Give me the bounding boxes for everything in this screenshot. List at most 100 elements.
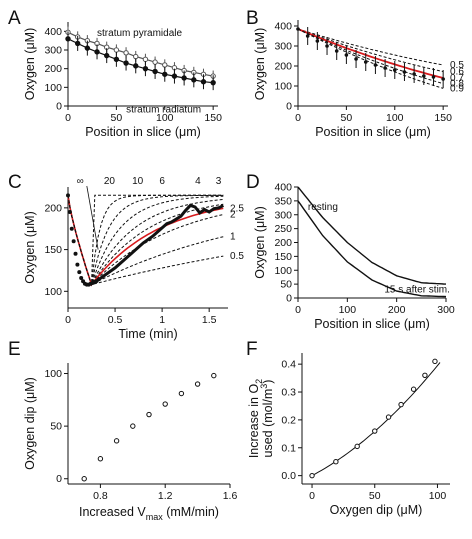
panel-label: A bbox=[8, 8, 21, 29]
x-tick-label: 1.2 bbox=[158, 490, 173, 502]
y-tick-label: 50 bbox=[280, 279, 292, 291]
x-tick-label: 0 bbox=[65, 314, 71, 326]
x-tick-label: 50 bbox=[369, 490, 381, 502]
curve-label: 10 bbox=[132, 176, 144, 187]
curve-label: 0.8 bbox=[450, 79, 464, 90]
data-point bbox=[402, 70, 407, 74]
y-axis-title-line1: Increase in O2 bbox=[247, 379, 264, 458]
model-curve bbox=[67, 195, 224, 286]
fit-curve bbox=[311, 362, 441, 477]
series-label: stratum pyramidale bbox=[97, 28, 182, 39]
x-tick-label: 0 bbox=[309, 490, 315, 502]
y-tick-label: 400 bbox=[274, 21, 292, 33]
x-axis-title: Time (min) bbox=[118, 327, 177, 341]
y-tick-label: 0.0 bbox=[281, 470, 296, 482]
data-point bbox=[66, 193, 70, 198]
data-point bbox=[142, 65, 149, 72]
data-point bbox=[431, 75, 436, 79]
data-point bbox=[97, 456, 104, 462]
y-tick-label: 0 bbox=[286, 101, 292, 113]
y-tick-label: 350 bbox=[274, 195, 292, 207]
y-tick-label: 0.4 bbox=[281, 359, 296, 371]
y-tick-label: 0 bbox=[56, 101, 62, 113]
y-tick-label: 150 bbox=[274, 251, 292, 263]
x-tick-label: 100 bbox=[339, 304, 357, 316]
data-point bbox=[152, 59, 158, 65]
y-tick-label: 250 bbox=[274, 223, 292, 235]
data-point bbox=[385, 414, 392, 420]
y-axis-title-line2-main: used (mol/m bbox=[261, 389, 275, 458]
data-point bbox=[123, 60, 129, 66]
y-tick-label: 100 bbox=[274, 81, 292, 93]
data-point bbox=[200, 79, 207, 85]
curve-label: 1 bbox=[230, 232, 236, 243]
y-axis-title-line2: used (mol/m3) bbox=[259, 380, 275, 458]
x-axis-title-main: Increased V bbox=[79, 505, 146, 519]
model-curve bbox=[297, 28, 444, 85]
x-axis-title: Increased Vmax (mM/min) bbox=[79, 505, 219, 522]
measured-trace bbox=[95, 203, 225, 283]
x-tick-label: 1.6 bbox=[223, 490, 238, 502]
data-point bbox=[171, 73, 178, 79]
y-axis-title: Oxygen (μM) bbox=[23, 211, 37, 284]
y-tick-label: 200 bbox=[274, 237, 292, 249]
data-point bbox=[152, 68, 158, 75]
data-point bbox=[334, 49, 339, 53]
y-axis-title: Oxygen (μM) bbox=[253, 206, 267, 279]
data-point bbox=[441, 77, 445, 81]
data-point bbox=[191, 77, 197, 83]
data-point bbox=[344, 53, 349, 57]
x-axis-title: Position in slice (μm) bbox=[315, 125, 431, 139]
data-point bbox=[392, 68, 397, 72]
y-tick-label: 200 bbox=[44, 202, 62, 214]
data-point bbox=[133, 63, 139, 69]
y-tick-label: 100 bbox=[44, 82, 62, 94]
y-tick-label: 0.2 bbox=[281, 414, 296, 426]
x-axis-title-tail: (mM/min) bbox=[163, 505, 219, 519]
y-tick-label: 0.1 bbox=[281, 442, 296, 454]
y-tick-label: 0.3 bbox=[281, 387, 296, 399]
y-axis-title: Oxygen (μM) bbox=[23, 28, 37, 101]
x-tick-label: 50 bbox=[341, 112, 353, 124]
data-point bbox=[383, 66, 387, 70]
y-axis-title-line2-tail: ) bbox=[261, 380, 275, 384]
data-point bbox=[412, 72, 416, 76]
data-point bbox=[104, 52, 110, 59]
y-axis-title-line1-sub: 2 bbox=[254, 379, 264, 384]
data-point bbox=[422, 372, 428, 378]
curve-label: 2 bbox=[230, 209, 236, 220]
x-tick-label: 50 bbox=[111, 112, 123, 124]
chart-panel-e: 0.8 1.2 1.6 0 50 100 E Increased Vmax (mM/min) O… bbox=[8, 339, 237, 522]
data-point bbox=[354, 443, 360, 450]
data-point bbox=[133, 53, 139, 60]
y-tick-label: 200 bbox=[44, 63, 62, 75]
series-label: 15 s after stim. bbox=[384, 284, 450, 295]
data-point bbox=[77, 270, 82, 275]
curve-label: 0.5 bbox=[450, 60, 464, 71]
model-curve bbox=[297, 28, 444, 66]
data-point bbox=[211, 372, 217, 379]
y-tick-label: 200 bbox=[274, 61, 292, 73]
curve-label: 0.5 bbox=[230, 251, 244, 262]
x-tick-label: 0.8 bbox=[93, 490, 108, 502]
data-point bbox=[81, 476, 87, 482]
curve-label: ∞ bbox=[77, 176, 84, 187]
data-point bbox=[113, 56, 120, 63]
data-point bbox=[309, 472, 315, 479]
curve-label: 0.7 bbox=[450, 73, 464, 84]
data-point bbox=[410, 386, 417, 392]
x-axis-title: Position in slice (μm) bbox=[85, 125, 201, 139]
x-axis-title: Oxygen dip (μM) bbox=[330, 503, 423, 517]
data-point bbox=[73, 251, 78, 256]
x-tick-label: 200 bbox=[388, 304, 406, 316]
model-curve bbox=[297, 28, 444, 79]
data-point bbox=[69, 226, 74, 231]
x-tick-label: 150 bbox=[434, 112, 452, 124]
data-point bbox=[113, 47, 120, 53]
y-tick-label: 100 bbox=[274, 265, 292, 277]
y-tick-label: 400 bbox=[44, 26, 62, 38]
panel-label: E bbox=[8, 339, 21, 360]
data-point bbox=[79, 275, 84, 280]
